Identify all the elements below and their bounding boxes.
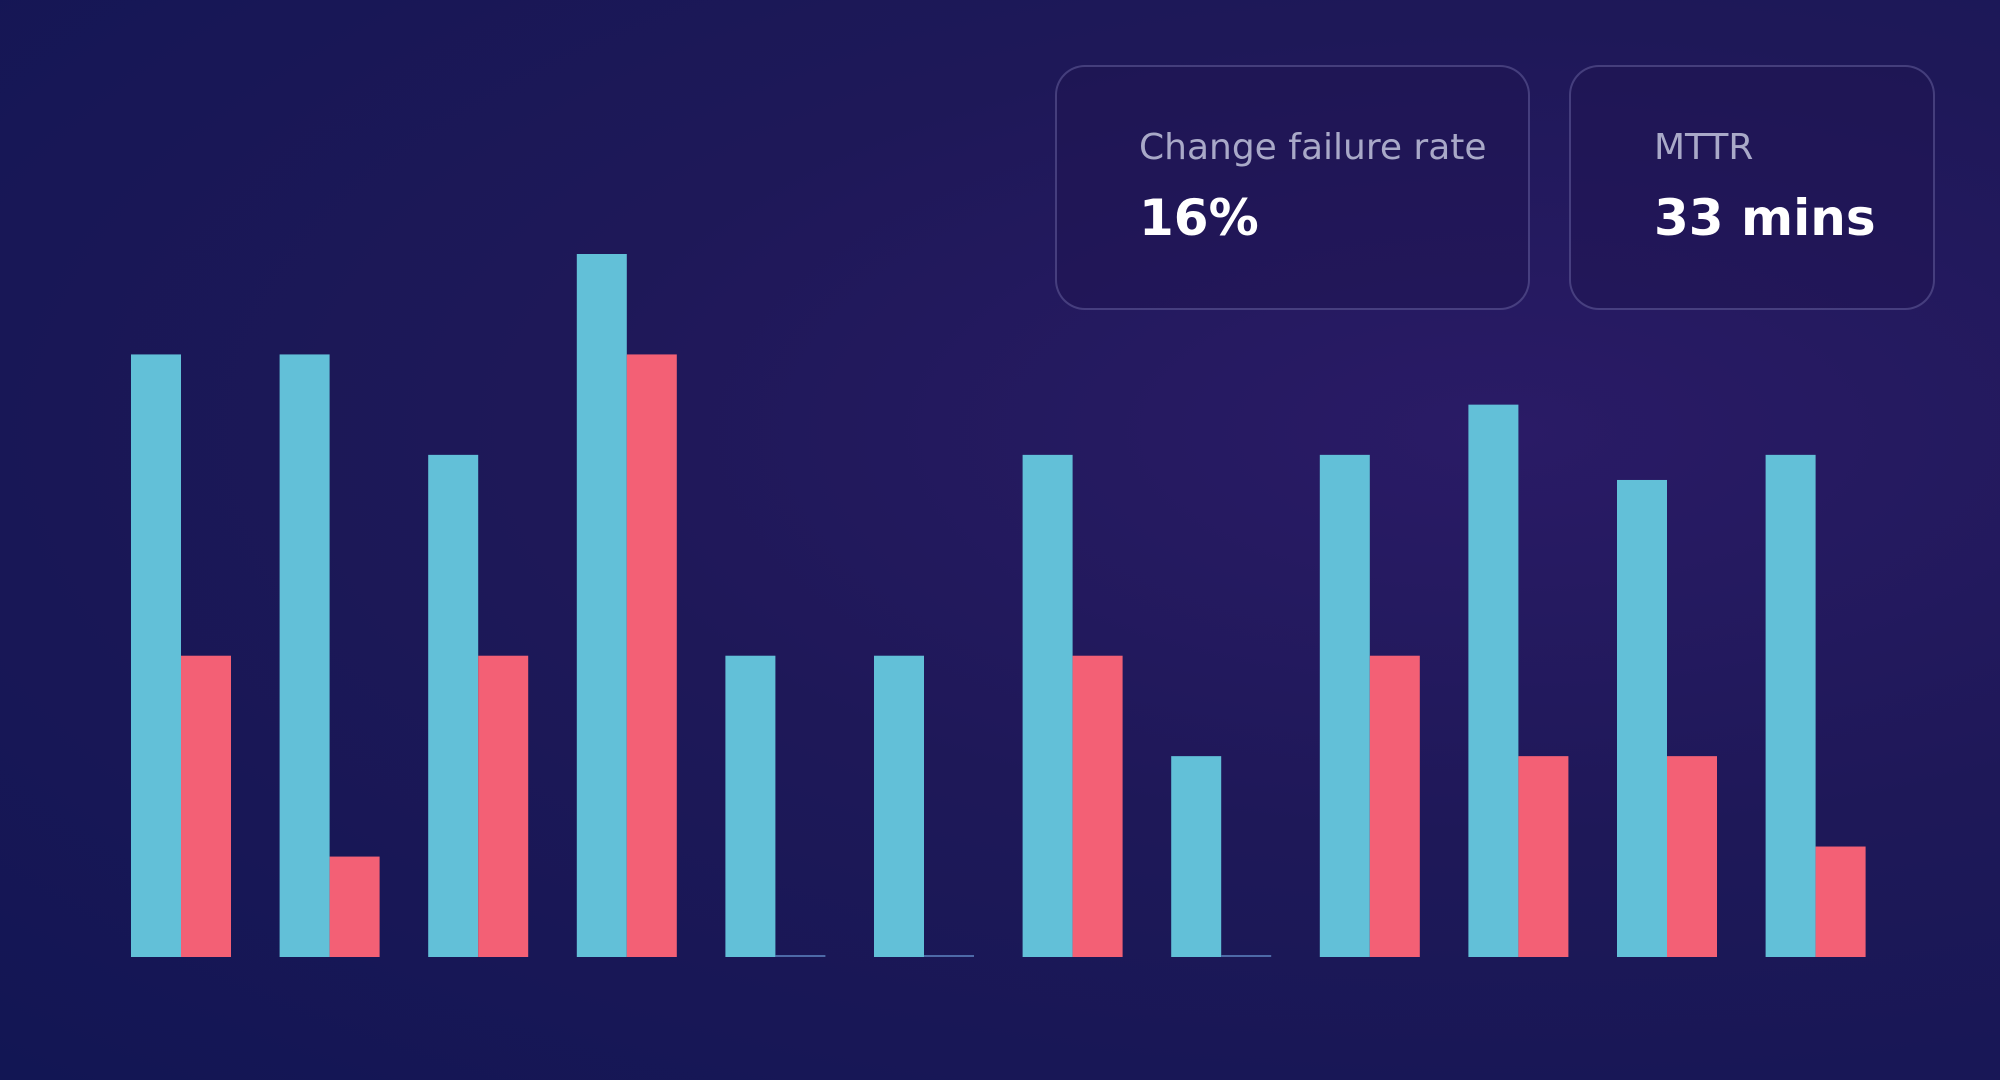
bar [1518,756,1569,957]
bar [626,354,677,957]
metric-label: Change failure rate [1139,127,1487,168]
bar [279,354,330,957]
bar [428,454,479,957]
bar [874,655,924,957]
metric-value: 33 mins [1654,189,1876,247]
bar [1667,756,1717,957]
bar [1022,454,1073,957]
metric-label: MTTR [1654,127,1754,168]
bar [1319,454,1370,957]
bar [1072,655,1123,957]
bar [478,655,529,957]
bar [131,354,181,957]
bar [1171,756,1222,957]
bar [1617,479,1667,957]
bar [1369,655,1420,957]
metric-card [1055,65,1530,310]
bar [1765,454,1816,957]
bar [181,655,231,957]
bar [576,254,627,957]
bar [725,655,776,957]
metric-card [1569,65,1935,310]
metric-value: 16% [1139,189,1259,247]
bar [1468,404,1519,958]
bar [329,856,380,957]
bar [1815,846,1866,957]
